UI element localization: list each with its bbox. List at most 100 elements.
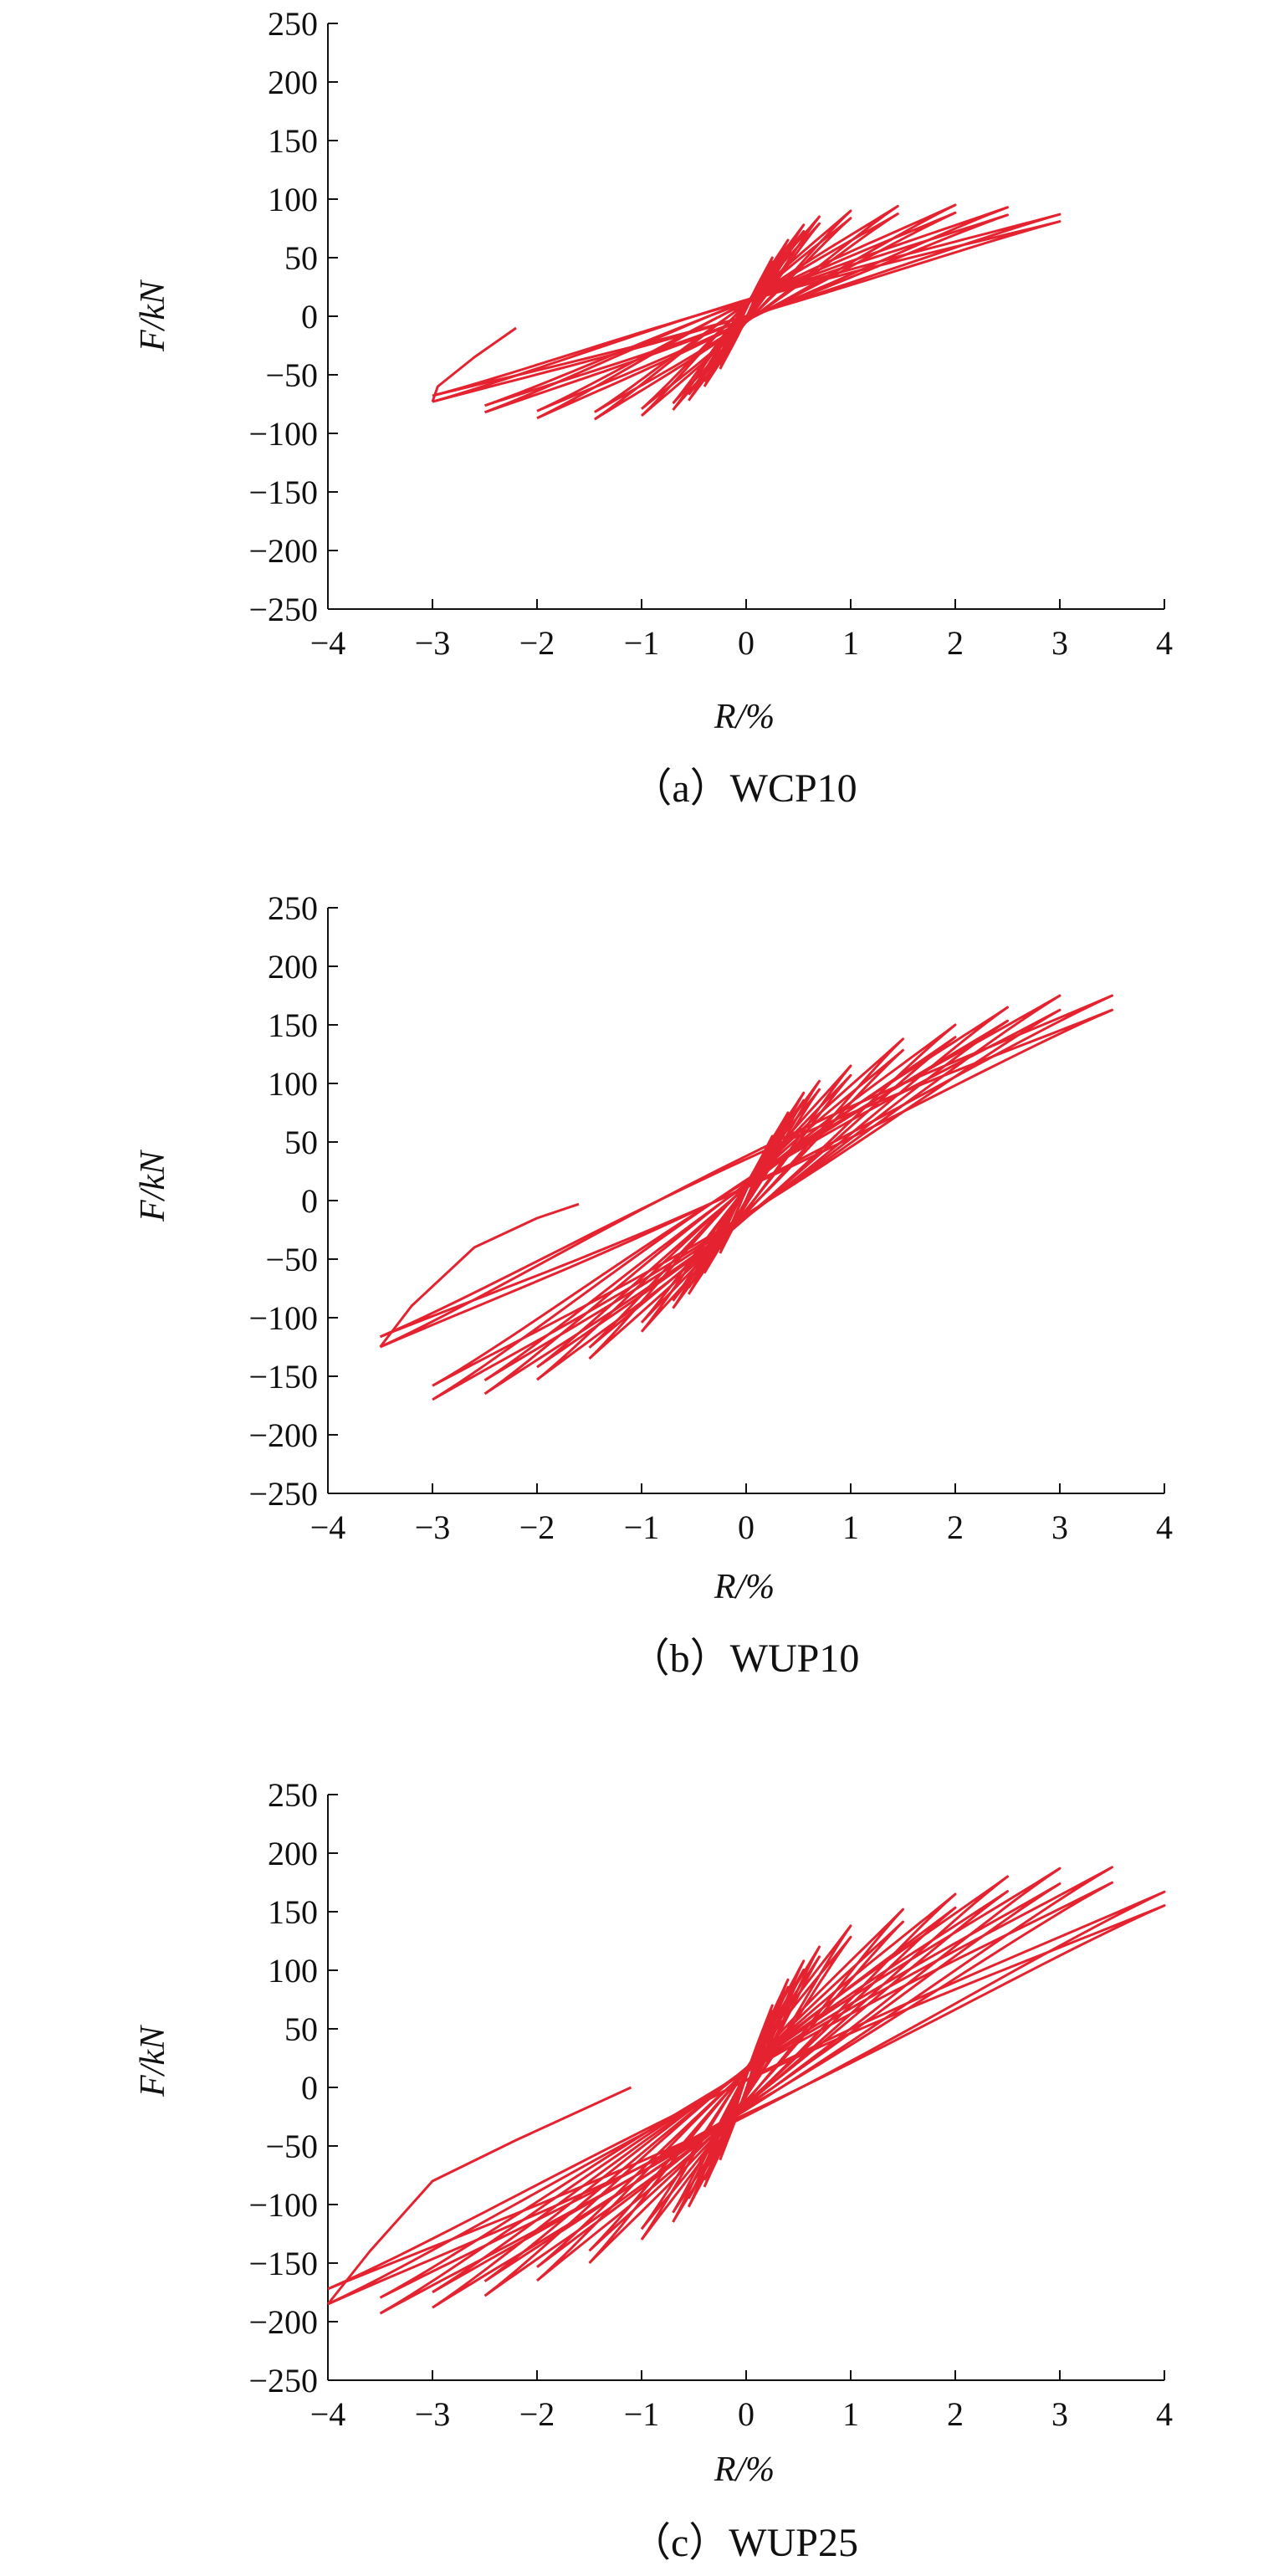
panel-a-y-tick-label: −100 xyxy=(248,415,318,453)
panel-c-x-tick-label: −2 xyxy=(519,2395,555,2433)
panel-a-y-axis-title: F/kN xyxy=(134,279,172,352)
panel-c-y-tick-label: −250 xyxy=(248,2362,318,2399)
panel-b-x-tick-label: 2 xyxy=(947,1508,964,1546)
panel-a-y-tick-label: 0 xyxy=(301,298,318,335)
panel-a-x-tick-label: 3 xyxy=(1051,624,1068,662)
panel-c-hysteresis-loop xyxy=(327,1890,1166,2306)
panel-b-y-tick-label: −100 xyxy=(248,1299,318,1337)
panel-c-hysteresis-loop xyxy=(379,1866,1113,2315)
panel-a-y-tick-label: 150 xyxy=(268,122,318,160)
panel-a-hysteresis-loop xyxy=(483,206,1009,414)
panel-b-y-tick-label: 200 xyxy=(268,948,318,986)
panel-a-hysteresis-loop xyxy=(432,220,1061,397)
panel-b-y-tick-label: −150 xyxy=(248,1358,318,1396)
panel-c-x-tick-label: −3 xyxy=(415,2395,451,2433)
panel-c-y-tick-label: 0 xyxy=(301,2069,318,2107)
panel-c-y-tick-label: 150 xyxy=(268,1893,318,1931)
panel-b-y-tick-label: 150 xyxy=(268,1006,318,1044)
panel-b-hysteresis-loop xyxy=(379,1008,1113,1339)
panel-c-hysteresis-loop xyxy=(672,1955,821,2214)
panel-c-hysteresis-loop xyxy=(327,1904,1166,2291)
panel-a-hysteresis-loop xyxy=(536,203,957,420)
panel-c-y-tick-label: 100 xyxy=(268,1952,318,1990)
panel-b-x-tick-label: 4 xyxy=(1156,1508,1173,1546)
panel-a-x-tick-label: −2 xyxy=(519,624,555,662)
panel-b-hysteresis-loop xyxy=(536,1036,957,1369)
panel-b-hysteresis-loop xyxy=(432,994,1061,1401)
panel-c-x-tick-label: 0 xyxy=(738,2395,755,2433)
panel-c-caption: （c）WUP25 xyxy=(631,2521,858,2565)
panel-b-hysteresis-loop xyxy=(432,1008,1061,1387)
panel-a-x-tick-label: 1 xyxy=(842,624,859,662)
panel-b-y-tick-label: −50 xyxy=(265,1241,318,1278)
panel-c-y-tick-label: −50 xyxy=(265,2128,318,2165)
panel-a-y-tick-label: 100 xyxy=(268,181,318,218)
panel-b-y-tick-label: −250 xyxy=(248,1475,318,1513)
panel-a-y-axis: 250 200 150 100 50 0 −50 −100 −150 −200 −250 xyxy=(248,5,338,628)
panel-c-hysteresis-loop xyxy=(640,1924,852,2241)
panel-a-x-tick-label: 2 xyxy=(947,624,964,662)
panel-a-hysteresis-loop xyxy=(641,217,852,410)
panel-c-y-tick-label: −200 xyxy=(248,2303,318,2341)
panel-b-y-tick-label: 0 xyxy=(301,1182,318,1220)
panel-c-x-tick-label: −4 xyxy=(310,2395,346,2433)
panel-a-y-tick-label: −200 xyxy=(248,532,318,570)
panel-a-caption: （a）WCP10 xyxy=(632,766,857,811)
panel-b-x-tick-label: 1 xyxy=(842,1508,859,1546)
panel-b-y-tick-label: −200 xyxy=(248,1416,318,1454)
panel-c-hysteresis-loop xyxy=(588,1908,904,2265)
panel-b-x-tick-label: 0 xyxy=(738,1508,755,1546)
panel-a-hysteresis-loop xyxy=(593,204,899,421)
panel-c-x-tick-label: 3 xyxy=(1051,2395,1068,2433)
panel-b-hysteresis-curves xyxy=(379,994,1113,1401)
panel-a-y-tick-label: 250 xyxy=(268,5,318,43)
panel-a-y-tick-label: 200 xyxy=(268,64,318,101)
panel-b-hysteresis-loop xyxy=(640,1073,852,1324)
panel-a-y-tick-label: −250 xyxy=(248,591,318,628)
panel-a-hysteresis-loop xyxy=(593,213,899,413)
panel-b-x-tick-label: −1 xyxy=(624,1508,660,1546)
panel-b-x-tick-label: −3 xyxy=(415,1508,451,1546)
panel-c-y-tick-label: 250 xyxy=(268,1776,318,1814)
panel-b-x-tick-label: −2 xyxy=(519,1508,555,1546)
panel-b-y-axis: 250 200 150 100 50 0 −50 −100 −150 −200 −250 xyxy=(248,889,338,1513)
panel-b-unloading-tail xyxy=(379,1202,580,1348)
panel-b-y-tick-label: 100 xyxy=(268,1065,318,1103)
panel-b-x-axis-title: R/% xyxy=(714,1568,775,1606)
panel-c-hysteresis-loop xyxy=(640,1935,852,2230)
panel-a-x-tick-label: −3 xyxy=(415,624,451,662)
panel-c-hysteresis-loop xyxy=(536,1906,957,2268)
panel-c-y-tick-label: −150 xyxy=(248,2245,318,2282)
panel-c-unloading-tail xyxy=(326,2086,632,2305)
panel-a-y-tick-label: 50 xyxy=(284,239,318,277)
panel-c-x-tick-label: 4 xyxy=(1156,2395,1173,2433)
panel-a-hysteresis-loop xyxy=(536,211,957,412)
panel-c-x-tick-label: 1 xyxy=(842,2395,859,2433)
panel-c-y-tick-label: 200 xyxy=(268,1835,318,1872)
panel-c-hysteresis-loop xyxy=(432,1867,1061,2309)
panel-b-hysteresis-loop xyxy=(483,1006,1009,1396)
panel-c-y-axis: 250 200 150 100 50 0 −50 −100 −150 −200 −250 xyxy=(248,1776,338,2399)
panel-c-x-axis: −4 −3 −2 −1 0 1 2 3 4 xyxy=(310,2370,1173,2433)
panel-b-y-axis-title: F/kN xyxy=(134,1150,172,1222)
panel-c-y-axis-title: F/kN xyxy=(134,2025,172,2097)
panel-c-x-tick-label: 2 xyxy=(947,2395,964,2433)
panel-c-hysteresis-loop xyxy=(483,1875,1009,2297)
panel-a-hysteresis-curves xyxy=(431,203,1061,421)
panel-c-x-axis-title: R/% xyxy=(714,2451,775,2489)
panel-b-caption: （b）WUP10 xyxy=(630,1636,860,1681)
panel-a-y-tick-label: −50 xyxy=(265,356,318,394)
panel-c-hysteresis-loop xyxy=(536,1892,957,2282)
panel-a-hysteresis-loop xyxy=(672,222,821,405)
panel-b-hysteresis-loop xyxy=(483,1019,1009,1382)
panel-c-y-tick-label: −100 xyxy=(248,2186,318,2224)
panel-b-x-tick-label: −4 xyxy=(310,1508,346,1546)
panel-c-y-tick-label: 50 xyxy=(284,2010,318,2048)
panel-a-x-tick-label: 4 xyxy=(1156,624,1173,662)
panel-a-x-axis: −4 −3 −2 −1 0 1 2 3 4 xyxy=(310,599,1173,662)
panel-a-hysteresis-loop xyxy=(483,213,1009,407)
panel-b-y-tick-label: 250 xyxy=(268,889,318,927)
